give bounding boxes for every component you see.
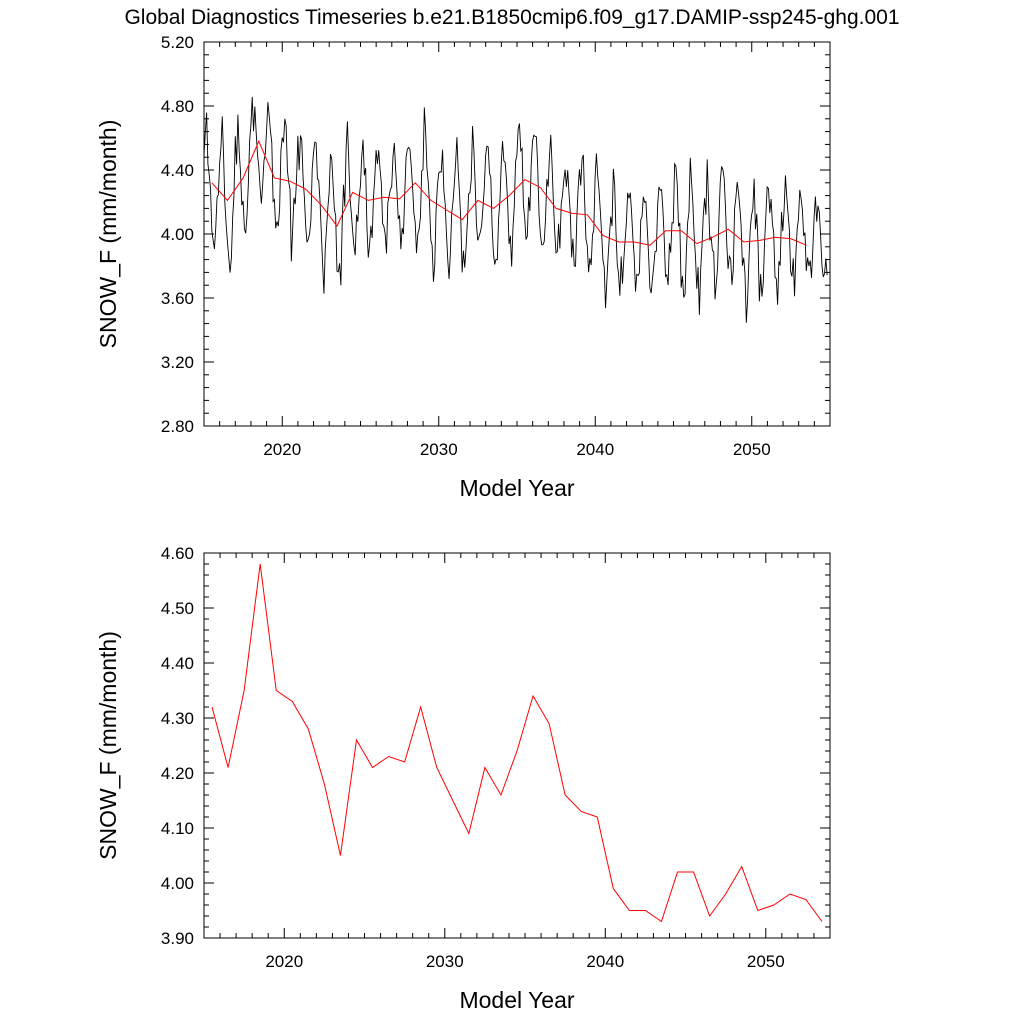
bottom-chart: 2020 2030 2040 2050 3.90 4.00 4.10 4.20 4.30 4.40… (95, 544, 831, 1013)
y-tick-label: 3.90 (161, 929, 194, 948)
x-axis-ticks (203, 42, 831, 426)
plot-area (204, 96, 828, 323)
top-chart: 2020 2030 2040 2050 2.80 3.20 3.60 4.00 4.40 4.80… (95, 33, 831, 501)
y-tick-label: 4.50 (161, 599, 194, 618)
y-tick-label: 5.20 (161, 33, 194, 52)
annual-mean-series-line (211, 139, 807, 246)
x-tick-label: 2050 (733, 440, 771, 459)
x-tick-label: 2040 (576, 440, 614, 459)
x-tick-label: 2030 (420, 440, 458, 459)
y-axis-ticks (204, 41, 830, 427)
y-axis-label: SNOW_F (mm/month) (95, 120, 121, 349)
y-axis-ticks (204, 552, 830, 939)
x-tick-label: 2030 (426, 952, 464, 971)
x-tick-label: 2050 (747, 952, 785, 971)
x-axis-ticks (203, 553, 831, 938)
x-axis-label: Model Year (459, 987, 574, 1013)
y-tick-label: 4.00 (161, 874, 194, 893)
y-tick-label: 4.40 (161, 161, 194, 180)
plot-frame (203, 552, 831, 939)
x-tick-label: 2020 (265, 952, 303, 971)
monthly-series-line (204, 96, 828, 323)
x-tick-label: 2040 (586, 952, 624, 971)
y-tick-label: 4.80 (161, 97, 194, 116)
x-tick-label: 2020 (263, 440, 301, 459)
annual-mean-series-line (211, 563, 823, 923)
y-tick-label: 4.00 (161, 225, 194, 244)
x-axis-label: Model Year (459, 475, 574, 501)
y-tick-label: 4.20 (161, 764, 194, 783)
y-tick-label: 3.60 (161, 289, 194, 308)
y-axis-label: SNOW_F (mm/month) (95, 631, 121, 860)
y-tick-label: 3.20 (161, 353, 194, 372)
y-tick-label: 4.40 (161, 654, 194, 673)
y-tick-label: 4.10 (161, 819, 194, 838)
y-tick-label: 4.60 (161, 544, 194, 563)
y-tick-label: 2.80 (161, 417, 194, 436)
y-tick-label: 4.30 (161, 709, 194, 728)
figure-title: Global Diagnostics Timeseries b.e21.B185… (124, 6, 899, 29)
plot-area (211, 563, 823, 923)
